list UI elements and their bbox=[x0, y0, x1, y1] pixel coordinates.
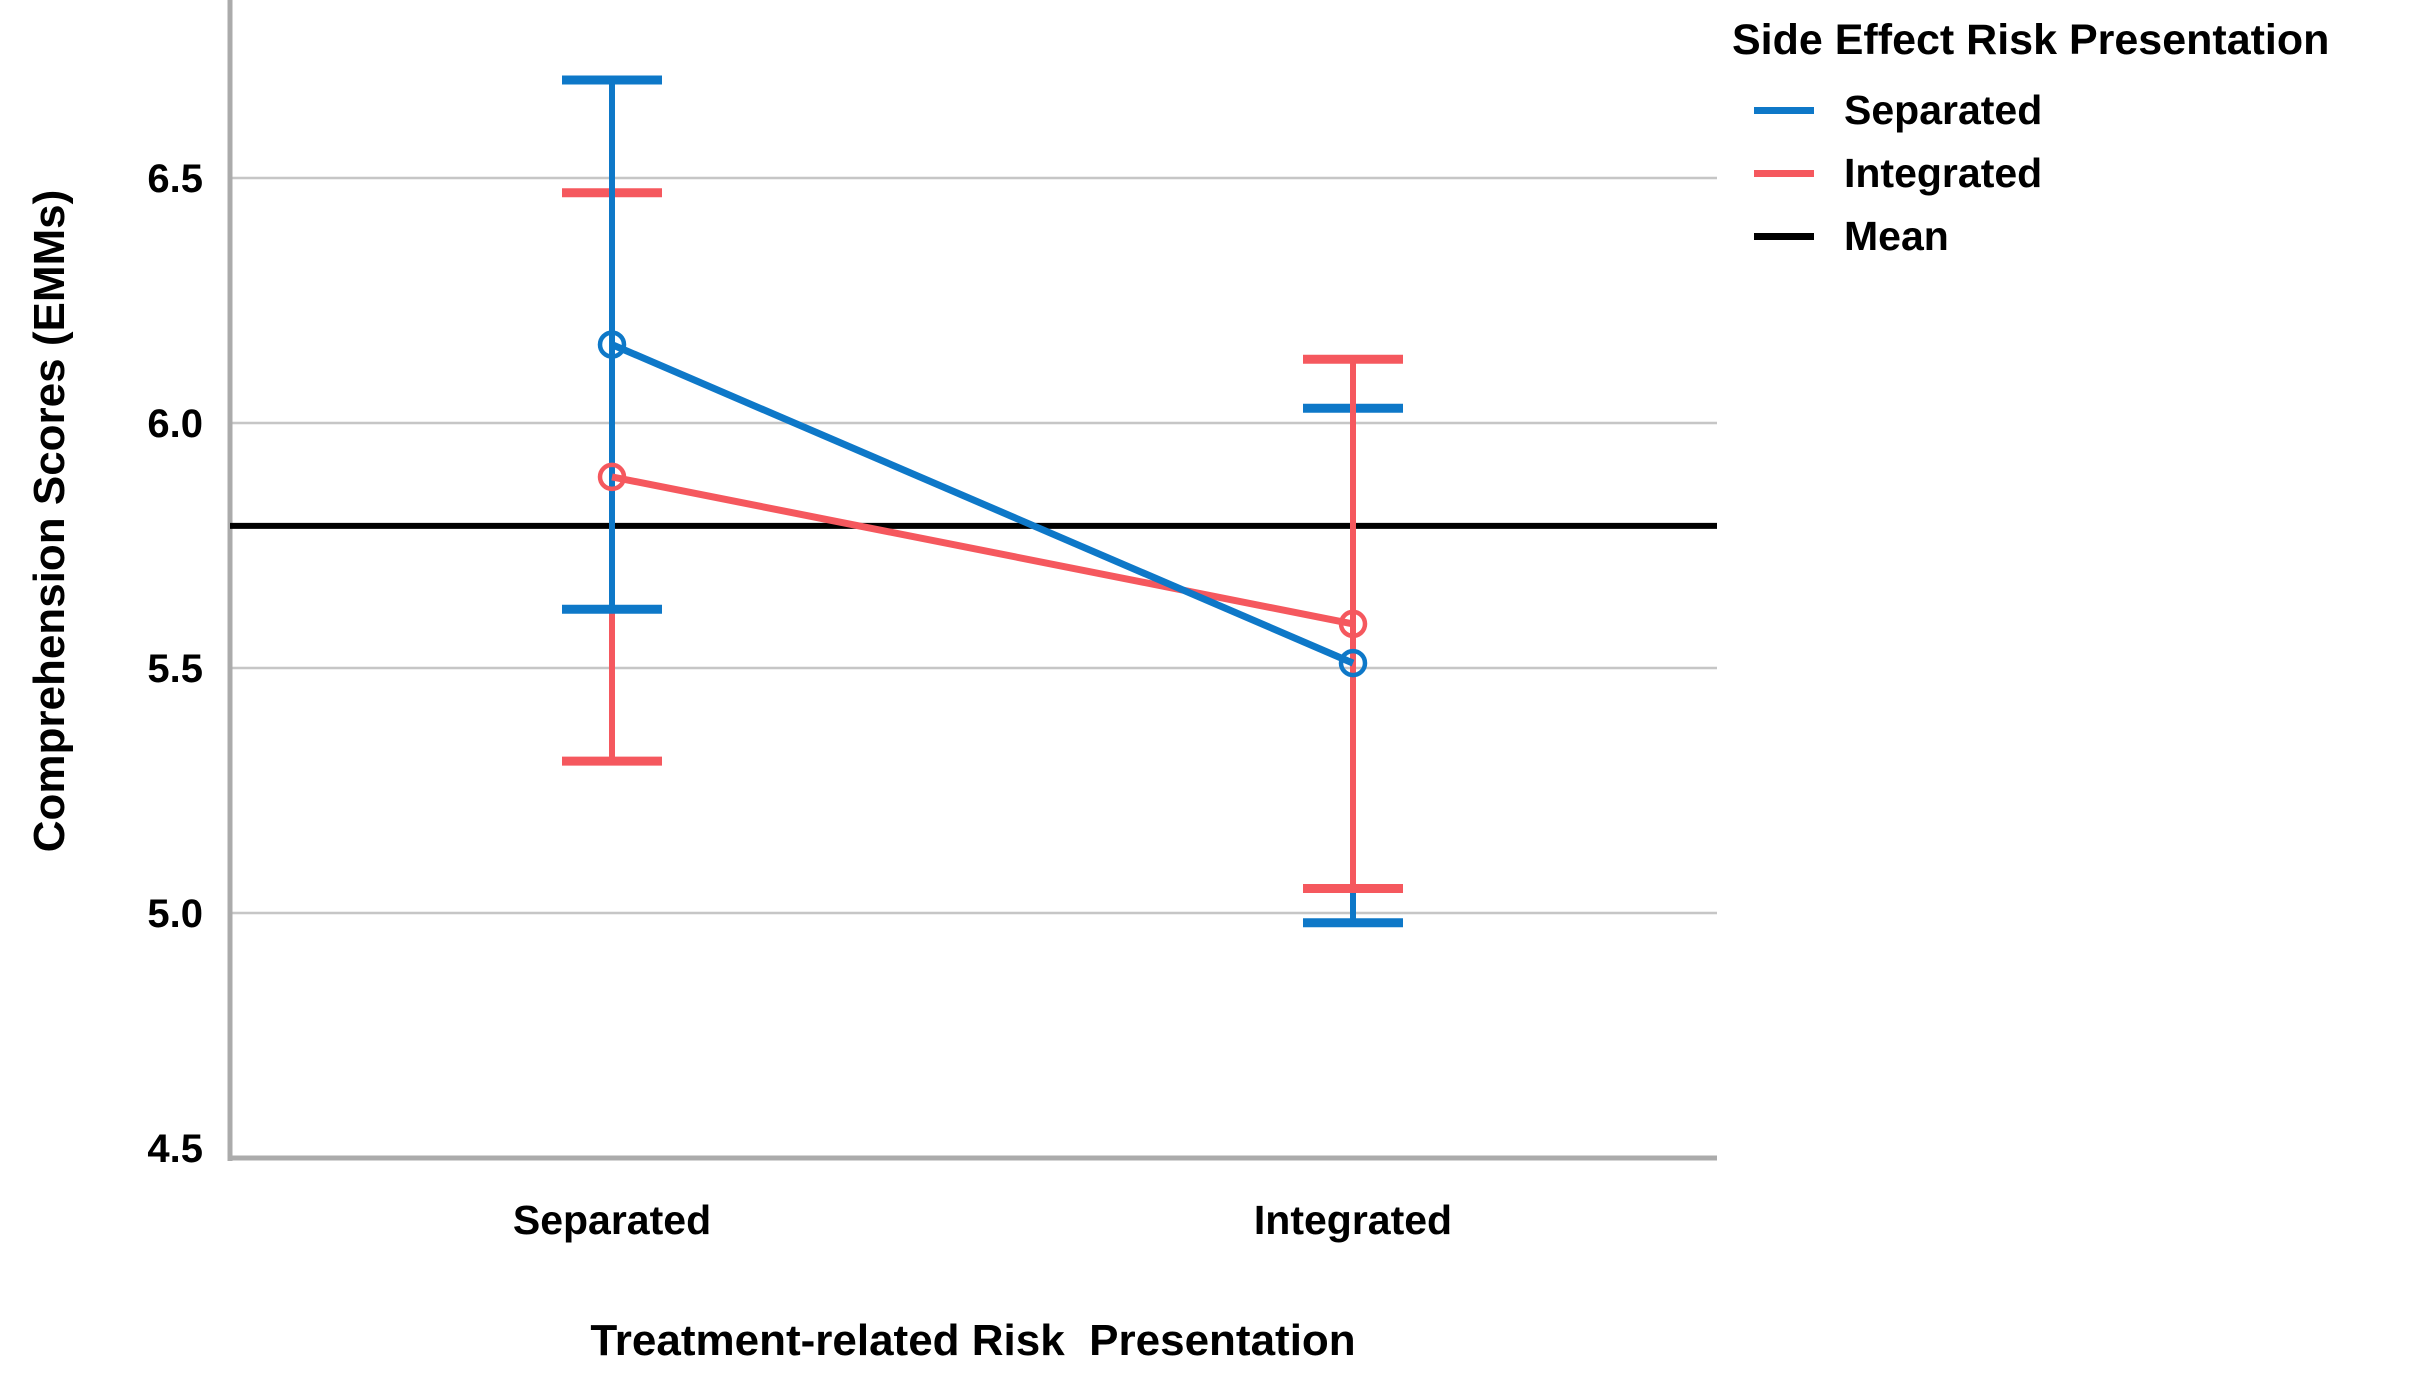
legend-item-separated: Separated bbox=[1732, 79, 2412, 142]
x-tick-separated: Separated bbox=[513, 1197, 711, 1243]
x-axis-title: Treatment-related Risk Presentation bbox=[590, 1316, 1356, 1365]
y-tick-5.0: 5.0 bbox=[147, 892, 203, 936]
legend: Side Effect Risk Presentation Separated … bbox=[1732, 16, 2412, 268]
legend-title: Side Effect Risk Presentation bbox=[1732, 16, 2330, 64]
marker-separated-separated bbox=[597, 330, 627, 359]
y-axis-title: Comprehension Scores (EMMs) bbox=[25, 189, 74, 853]
x-tick-integrated: Integrated bbox=[1254, 1197, 1452, 1243]
marker-integrated-integrated bbox=[1338, 609, 1368, 639]
legend-item-integrated: Integrated bbox=[1732, 142, 2412, 205]
y-tick-6.0: 6.0 bbox=[147, 402, 203, 446]
legend-label-mean: Mean bbox=[1844, 213, 1949, 259]
y-tick-5.5: 5.5 bbox=[147, 647, 203, 691]
legend-item-mean: Mean bbox=[1732, 205, 2412, 268]
marker-separated-integrated bbox=[1338, 648, 1368, 678]
separated-line-swatch-icon bbox=[1754, 107, 1814, 114]
y-tick-4.5: 4.5 bbox=[147, 1127, 203, 1171]
y-tick-6.5: 6.5 bbox=[147, 157, 203, 201]
legend-label-separated: Separated bbox=[1844, 87, 2043, 133]
marker-integrated-separated bbox=[597, 462, 627, 492]
integrated-line-swatch-icon bbox=[1754, 170, 1814, 177]
legend-label-integrated: Integrated bbox=[1844, 150, 2043, 196]
series-line-separated bbox=[610, 341, 1355, 667]
series-line-integrated bbox=[611, 473, 1354, 628]
mean-line-swatch-icon bbox=[1754, 233, 1814, 240]
